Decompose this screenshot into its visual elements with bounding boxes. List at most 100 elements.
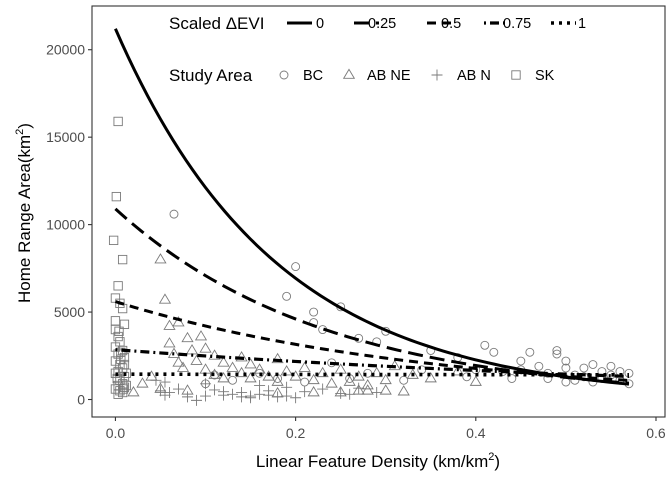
data-point — [379, 373, 392, 385]
data-point — [282, 291, 292, 301]
data-point — [113, 389, 123, 399]
legend: Scaled ΔEVI 0 0.25 0.5 0.75 1 Study Area BC AB N… — [160, 7, 602, 95]
legend-point-key — [431, 69, 443, 81]
data-point — [218, 386, 230, 398]
data-point — [552, 346, 562, 355]
data-point — [316, 366, 329, 378]
legend-point-label: AB N — [457, 68, 491, 84]
data-point — [176, 361, 190, 372]
y-axis-title: Home Range Area(km2) — [14, 123, 34, 303]
data-point — [271, 375, 284, 386]
data-point — [300, 377, 310, 387]
data-point — [344, 388, 356, 400]
data-point — [182, 391, 193, 403]
data-point — [236, 387, 248, 399]
series-sk — [108, 116, 131, 399]
data-point — [200, 378, 212, 390]
legend-line-label: 0.5 — [441, 16, 461, 32]
data-point — [379, 384, 392, 395]
data-point — [352, 384, 365, 395]
data-point — [113, 349, 123, 359]
data-point — [119, 359, 130, 370]
x-axis-title-superscript: 2 — [488, 451, 494, 463]
data-point — [397, 385, 410, 396]
data-point — [163, 319, 176, 330]
data-point — [525, 347, 535, 357]
data-point — [480, 340, 490, 350]
y-tick-label: 0 — [77, 392, 85, 408]
data-point — [462, 372, 472, 382]
data-point — [307, 373, 320, 385]
data-point — [163, 337, 176, 348]
data-point — [136, 377, 149, 388]
data-point — [469, 375, 482, 386]
y-axis-title-superscript: 2 — [14, 129, 26, 135]
panel-border — [91, 5, 666, 418]
data-point — [245, 392, 257, 404]
x-tick-label: 0.2 — [286, 425, 306, 441]
data-point — [317, 383, 329, 395]
data-point — [291, 262, 301, 272]
data-point — [181, 331, 194, 343]
data-point — [271, 352, 284, 364]
axes: 0.0 0.2 0.4 0.6 0 5000 10000 15000 20000 — [46, 42, 666, 441]
x-axis-title: Linear Feature Density (km/km2) — [256, 451, 500, 471]
y-tick-label: 5000 — [54, 304, 85, 320]
data-point — [588, 360, 598, 369]
data-point — [343, 375, 356, 386]
data-point — [561, 363, 571, 373]
data-point — [209, 384, 221, 396]
data-point — [262, 370, 275, 381]
data-point — [113, 116, 123, 127]
data-point — [263, 385, 275, 397]
data-point — [115, 386, 125, 396]
legend-line-label: 0 — [316, 16, 324, 32]
data-point — [309, 307, 319, 317]
data-point — [299, 386, 311, 398]
series-ab-n — [150, 374, 383, 406]
legend-box — [160, 7, 602, 95]
y-tick-label: 10000 — [46, 217, 85, 233]
data-point — [235, 351, 248, 362]
data-point — [194, 330, 208, 341]
data-point — [119, 319, 130, 329]
legend-line-label: 0.25 — [368, 16, 396, 32]
data-point — [113, 331, 123, 342]
legend-point-key — [279, 70, 289, 80]
data-point — [121, 380, 131, 391]
y-tick-label: 20000 — [46, 42, 85, 58]
data-point — [190, 354, 203, 365]
data-point — [371, 387, 383, 399]
data-point — [113, 281, 123, 291]
plot-marks — [108, 28, 634, 406]
data-point — [507, 374, 517, 383]
data-point — [114, 326, 124, 336]
data-point — [307, 386, 320, 397]
data-point — [191, 394, 203, 406]
data-point — [290, 392, 302, 404]
data-point — [272, 391, 284, 403]
data-point — [158, 293, 172, 304]
data-point — [167, 347, 181, 358]
fit-line-0.75 — [115, 348, 630, 379]
fit-line-0.5 — [114, 300, 630, 382]
data-point — [281, 381, 293, 393]
data-point — [116, 347, 126, 357]
data-point — [451, 365, 464, 376]
data-point — [298, 361, 311, 372]
data-point — [172, 383, 184, 395]
x-tick-label: 0.4 — [466, 425, 486, 441]
legend-point-label: SK — [535, 68, 555, 84]
data-point — [210, 370, 219, 380]
legend-line-label: 0.75 — [503, 16, 531, 32]
x-tick-label: 0.6 — [646, 425, 666, 441]
x-tick-label: 0.0 — [106, 425, 126, 441]
data-point — [579, 363, 589, 373]
legend-point-key — [342, 68, 356, 79]
data-point — [534, 361, 544, 371]
data-point — [370, 366, 383, 378]
data-point — [172, 356, 185, 367]
data-point — [217, 356, 230, 367]
data-point — [226, 361, 239, 372]
